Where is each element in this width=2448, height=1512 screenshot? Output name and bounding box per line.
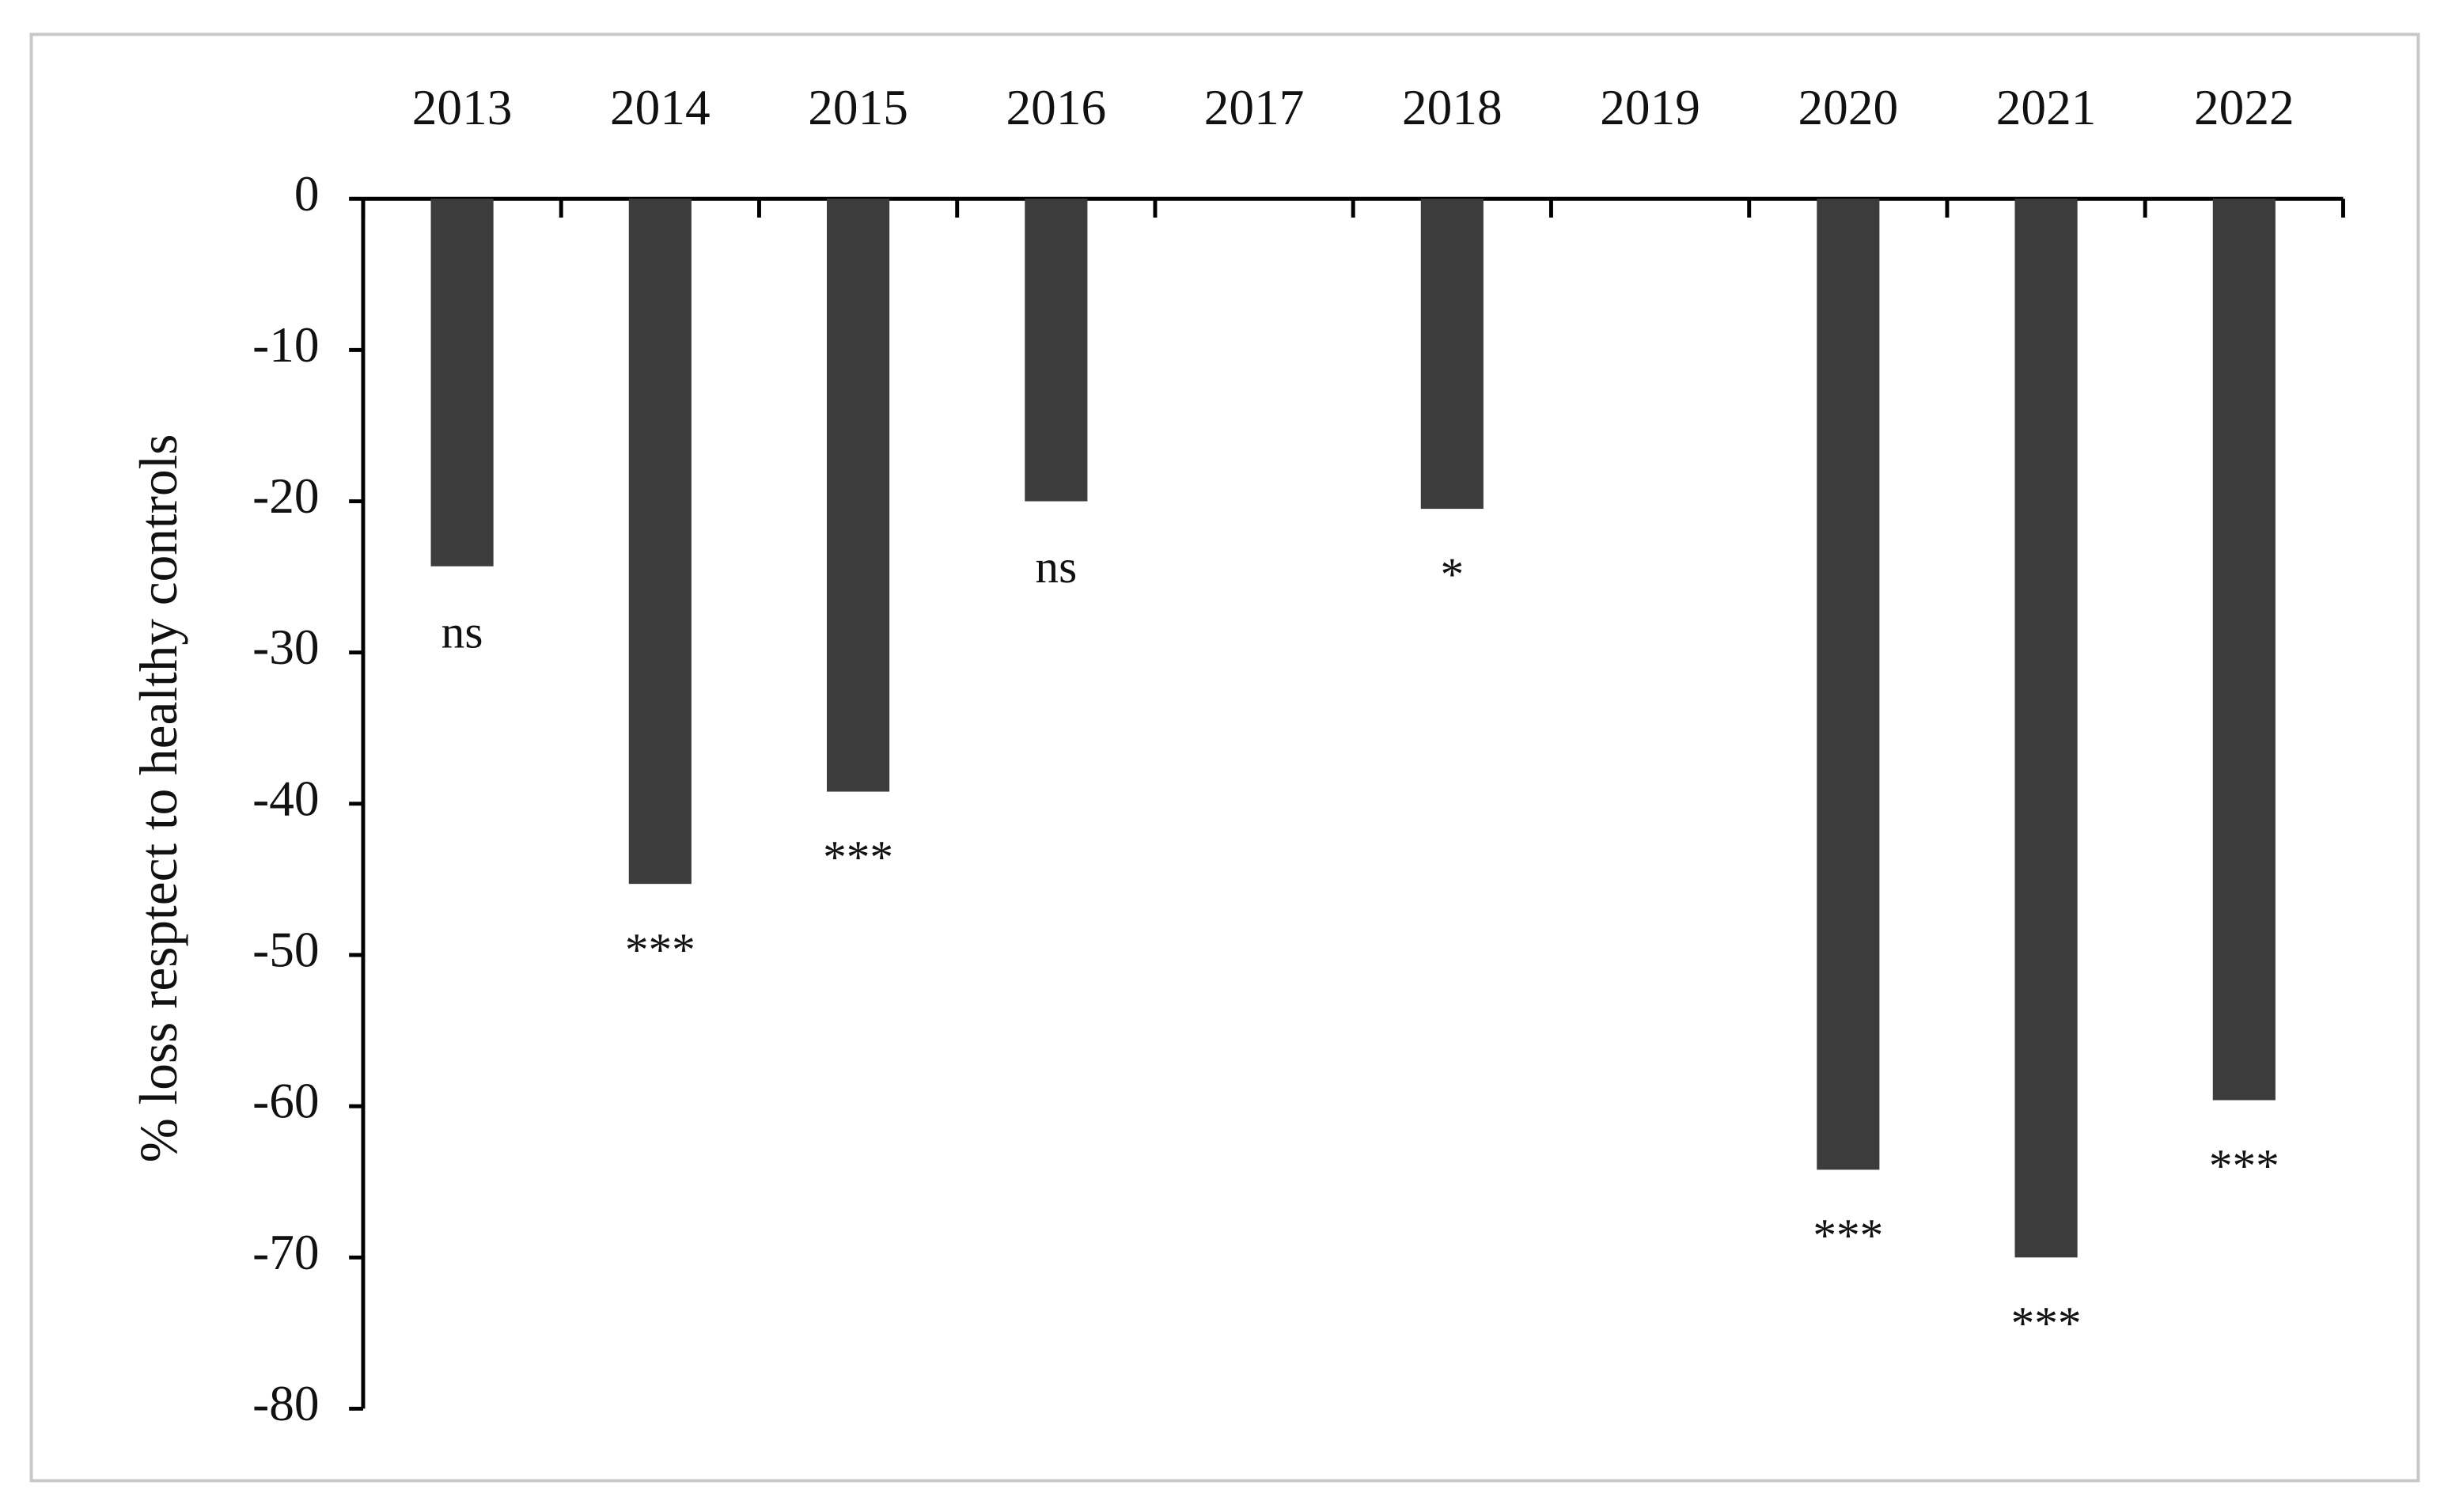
- x-tick-label: 2022: [2194, 80, 2295, 135]
- bar: [2014, 199, 2078, 1258]
- x-tick-label: 2020: [1798, 80, 1899, 135]
- bar: [1420, 199, 1484, 510]
- y-tick-label: -80: [252, 1376, 319, 1431]
- y-tick-label: -10: [252, 317, 319, 373]
- x-tick-label: 2021: [1996, 80, 2097, 135]
- bar: [628, 199, 692, 885]
- chart-border: [29, 32, 2420, 1483]
- y-tick-label: -20: [252, 468, 319, 524]
- bar: [2212, 199, 2276, 1101]
- y-tick-label: -60: [252, 1074, 319, 1129]
- bar: [1817, 199, 1880, 1170]
- x-tick-label: 2015: [808, 80, 908, 135]
- significance-label: ***: [2209, 1139, 2279, 1192]
- y-tick-label: -50: [252, 923, 319, 978]
- significance-label: ns: [1035, 540, 1077, 593]
- x-tick-label: 2018: [1402, 80, 1503, 135]
- y-tick-label: -40: [252, 771, 319, 826]
- bar: [827, 199, 890, 792]
- x-tick-label: 2016: [1006, 80, 1107, 135]
- y-axis-title: % loss resptect to healthy controls: [129, 434, 188, 1163]
- significance-label: ***: [2011, 1297, 2082, 1349]
- significance-label: ***: [823, 831, 893, 883]
- y-tick-label: -30: [252, 620, 319, 675]
- significance-label: ***: [1813, 1209, 1883, 1261]
- significance-label: *: [1440, 548, 1464, 601]
- y-tick-label: -70: [252, 1225, 319, 1280]
- bar: [430, 199, 494, 567]
- x-tick-label: 2013: [412, 80, 513, 135]
- significance-label: ***: [625, 923, 695, 976]
- y-tick-label: 0: [294, 166, 320, 222]
- x-tick-label: 2017: [1204, 80, 1305, 135]
- bar: [1025, 199, 1088, 502]
- x-tick-label: 2014: [610, 80, 711, 135]
- significance-label: ns: [441, 605, 483, 657]
- x-tick-label: 2019: [1600, 80, 1700, 135]
